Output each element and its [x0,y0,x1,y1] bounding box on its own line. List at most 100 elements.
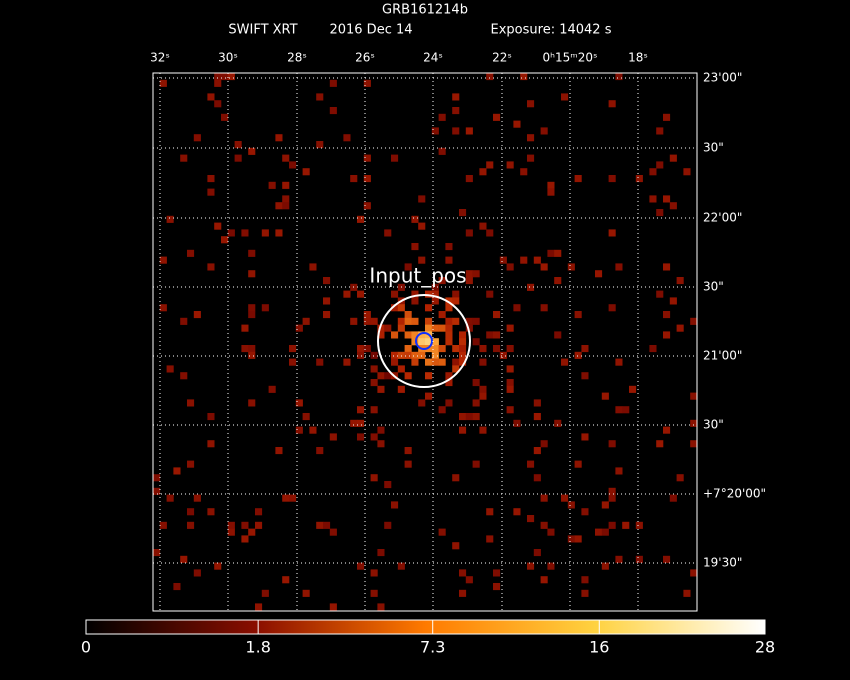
count-pixel [411,297,419,305]
count-pixel [391,501,399,509]
count-pixel [479,426,487,434]
count-pixel [391,290,399,298]
dec-label: 21'00" [703,349,742,363]
count-pixel [479,222,487,230]
count-pixel [227,528,235,536]
count-pixel [459,345,467,353]
count-pixel [554,419,562,427]
ra-label: 0ʰ15ᵐ20ˢ [543,51,598,65]
count-pixel [241,229,249,237]
count-pixel [384,481,392,489]
count-pixel [595,528,603,536]
count-pixel [581,345,589,353]
count-pixel [656,209,664,217]
count-pixel [370,406,378,414]
count-pixel [608,521,616,529]
count-pixel [411,331,419,339]
count-pixel [622,521,630,529]
subtitle: Exposure: 14042 s [491,23,612,38]
count-pixel [472,379,480,387]
count-pixel [472,317,480,325]
count-pixel [513,304,521,312]
count-pixel [248,345,256,353]
count-pixel [465,270,473,278]
count-pixel [608,229,616,237]
count-pixel [302,413,310,421]
count-pixel [452,290,460,298]
count-pixel [527,515,535,523]
count-pixel [663,113,671,121]
count-pixel [370,474,378,482]
count-pixel [465,175,473,183]
count-pixel [363,175,371,183]
count-pixel [554,331,562,339]
count-pixel [275,134,283,142]
count-pixel [309,263,317,271]
count-pixel [493,345,501,353]
count-pixel [425,392,433,400]
frame [152,72,698,612]
count-pixel [357,406,365,414]
count-pixel [221,73,229,81]
count-pixel [316,141,324,149]
count-pixel [391,304,399,312]
count-pixel [370,379,378,387]
count-pixel [227,73,235,81]
count-pixel [207,413,215,421]
count-pixel [499,256,507,264]
count-pixel [527,283,535,291]
count-pixel [377,440,385,448]
count-pixel [452,127,460,135]
count-pixel [411,215,419,223]
count-pixel [547,562,555,570]
count-pixel [499,351,507,359]
count-pixel [357,562,365,570]
count-pixel [567,263,575,271]
count-pixel [601,392,609,400]
count-pixel [214,222,222,230]
source-region [377,294,471,388]
count-pixel [207,508,215,516]
count-pixel [323,297,331,305]
count-pixel [391,154,399,162]
count-pixel [472,338,480,346]
count-pixel [445,324,453,332]
count-pixel [289,161,297,169]
count-pixel [669,297,677,305]
count-pixel [282,576,290,584]
count-pixel [384,324,392,332]
count-pixel [411,290,419,298]
count-pixel [438,528,446,536]
count-pixel [581,433,589,441]
count-pixel [173,467,181,475]
count-pixel [397,385,405,393]
count-pixel [282,181,290,189]
count-pixel [431,290,439,298]
count-pixel [635,175,643,183]
count-pixel [180,154,188,162]
count-pixel [533,474,541,482]
count-pixel [663,426,671,434]
count-pixel [649,195,657,203]
count-pixel [275,447,283,455]
count-pixel [248,270,256,278]
count-pixel [438,147,446,155]
count-pixel [683,589,691,597]
count-pixel [370,317,378,325]
count-pixel [425,324,433,332]
count-pixel [567,501,575,509]
count-pixel [445,317,453,325]
count-pixel [323,521,331,529]
count-pixel [445,338,453,346]
count-pixel [255,521,263,529]
count-pixel [193,494,201,502]
count-pixel [608,440,616,448]
count-pixel [663,331,671,339]
count-pixel [248,249,256,257]
count-pixel [540,127,548,135]
count-pixel [207,263,215,271]
count-pixel [554,277,562,285]
count-pixel [629,385,637,393]
dec-label: 22'00" [703,211,742,225]
count-pixel [404,263,412,271]
